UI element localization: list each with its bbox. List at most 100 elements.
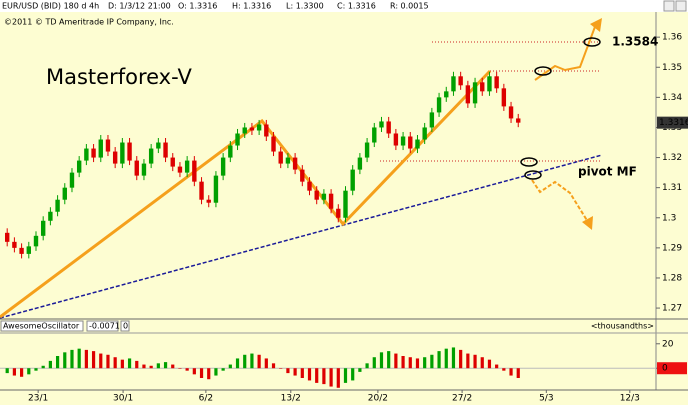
arrow-head	[582, 216, 593, 230]
oscillator-bar	[279, 368, 283, 369]
window-button[interactable]	[663, 0, 675, 12]
oscillator-bar	[394, 353, 398, 369]
candle-body	[40, 220, 46, 236]
indicator-units: <thousandths>	[591, 322, 654, 331]
candle-body	[458, 76, 463, 86]
candle-body	[436, 97, 442, 113]
oscillator-bar	[163, 362, 168, 369]
candle-body	[91, 148, 96, 158]
oscillator-bar	[27, 368, 31, 375]
copyright: ©2011 © TD Ameritrade IP Company, Inc.	[4, 18, 174, 27]
oscillator-bar	[408, 357, 412, 369]
indicator-box	[86, 320, 119, 332]
date: D: 1/3/12 21:00	[108, 2, 171, 11]
oscillator-bar	[387, 351, 391, 369]
oscillator-bar	[70, 349, 74, 369]
forecast-down	[531, 179, 589, 223]
indicator-box	[0, 320, 84, 332]
range: R: 0.0015	[390, 2, 429, 11]
oscillator-bar	[343, 368, 348, 383]
y-tick-label: 1.31	[662, 183, 682, 193]
oscillator-bar	[271, 363, 276, 369]
oscillator-bar	[509, 368, 513, 376]
candle-body	[328, 193, 334, 209]
x-tick-label: 20/2	[368, 394, 388, 404]
window-button[interactable]	[675, 0, 687, 12]
candle-body	[314, 190, 319, 200]
annotation: 1.3584	[612, 35, 658, 49]
oscillator-bar	[459, 349, 463, 369]
oscillator-bar	[437, 351, 441, 369]
oscillator-bar	[495, 364, 499, 369]
candle-body	[494, 76, 499, 89]
candle-body	[177, 166, 183, 173]
last-price: 1.3316	[659, 118, 688, 128]
forecast-up	[534, 23, 597, 81]
indicator-param: 0	[123, 322, 128, 331]
chart-title: Masterforex-V	[46, 65, 192, 89]
x-tick-label: 13/2	[281, 394, 301, 404]
candle-body	[379, 121, 384, 128]
oscillator-bar	[322, 368, 326, 385]
oscillator-bar	[329, 368, 333, 387]
indicator-value: -0.0071	[89, 322, 120, 331]
oscillator-bar	[84, 349, 88, 369]
candle-body	[516, 118, 521, 123]
candle-body	[98, 139, 103, 158]
candle-body	[472, 82, 478, 104]
oscillator-bar	[127, 358, 132, 369]
candle-body	[415, 139, 420, 149]
candle-body	[501, 88, 507, 107]
oscillator-bar	[34, 368, 38, 371]
oscillator-bar	[235, 358, 240, 369]
candle-body	[26, 246, 31, 254]
oscillator-bar	[379, 352, 384, 369]
candle-body	[508, 106, 514, 119]
oscillator-bar	[451, 347, 456, 369]
candle-body	[271, 136, 276, 152]
oscillator-bar	[336, 368, 340, 388]
oscillator-bar	[307, 368, 312, 381]
candle-body	[105, 139, 111, 152]
candle-body	[148, 148, 154, 164]
oscillator-bar	[63, 352, 67, 369]
candle-body	[451, 76, 456, 92]
oscillator-bar	[401, 356, 405, 369]
oscillator-bar	[300, 368, 304, 378]
candle-body	[235, 133, 240, 146]
candle-body	[170, 157, 175, 167]
candle-body	[184, 160, 190, 173]
candle-body	[199, 181, 204, 200]
oscillator-bar	[286, 368, 290, 374]
oscillator-bar	[5, 368, 9, 374]
oscillator-bar	[358, 368, 362, 372]
x-tick-label: 6/2	[199, 394, 213, 404]
candle-body	[156, 142, 161, 149]
candle-body	[4, 232, 10, 242]
candle-body	[256, 124, 262, 131]
oscillator-bar	[221, 368, 225, 371]
oscillator-bar	[149, 365, 153, 369]
oscillator-bar	[423, 357, 427, 369]
candle-body	[249, 127, 255, 131]
candle-body	[163, 142, 168, 158]
annotation: pivot MF	[578, 165, 637, 179]
candle-body	[364, 142, 370, 158]
candle-body	[19, 247, 24, 254]
oscillator-bar	[473, 354, 477, 369]
oscillator-bar	[171, 364, 175, 369]
oscillator-bar	[91, 351, 96, 369]
candle-body	[220, 157, 226, 176]
oscillator-bar	[444, 348, 448, 369]
oscillator-bar	[372, 357, 376, 369]
x-tick-label: 30/1	[113, 394, 133, 404]
candle-body	[134, 160, 139, 176]
candle-body	[422, 127, 427, 140]
candle-body	[372, 127, 377, 143]
candle-body	[278, 151, 283, 164]
oscillator-bar	[185, 368, 189, 371]
oscillator-bar	[480, 357, 484, 369]
y-tick-label: 1.28	[662, 273, 682, 283]
oscillator-bar	[214, 368, 218, 376]
